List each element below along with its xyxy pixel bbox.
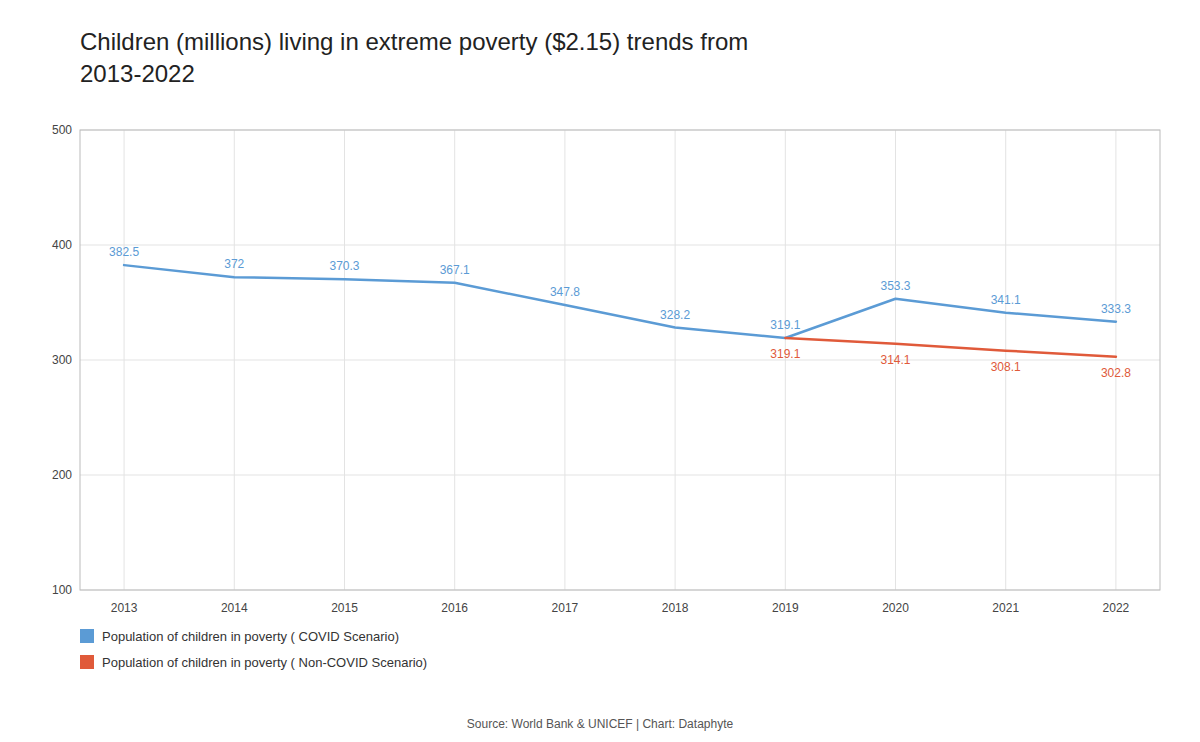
- data-label: 372: [224, 257, 244, 271]
- grid: [80, 130, 1160, 590]
- legend-swatch: [80, 655, 94, 669]
- grid-line: [344, 130, 345, 590]
- grid-line: [234, 130, 235, 590]
- x-tick-label: 2016: [441, 601, 468, 615]
- data-label: 308.1: [991, 360, 1021, 374]
- data-label: 328.2: [660, 308, 690, 322]
- legend-label: Population of children in poverty ( Non-…: [102, 655, 427, 670]
- y-tick-label: 100: [52, 583, 72, 597]
- grid-line: [124, 130, 125, 590]
- data-label: 367.1: [440, 263, 470, 277]
- x-tick-label: 2014: [221, 601, 248, 615]
- x-tick-label: 2015: [331, 601, 358, 615]
- data-label: 314.1: [880, 353, 910, 367]
- data-label: 319.1: [770, 318, 800, 332]
- y-tick-label: 400: [52, 238, 72, 252]
- data-label: 353.3: [880, 279, 910, 293]
- plot-frame: [80, 130, 1160, 590]
- x-tick-label: 2018: [662, 601, 689, 615]
- x-tick-label: 2022: [1103, 601, 1130, 615]
- grid-line: [454, 130, 455, 590]
- y-tick-label: 200: [52, 468, 72, 482]
- grid-line: [80, 245, 1160, 246]
- data-labels: 382.5 372 370.3 367.1 347.8 328.2 319.1 353.3 34…: [109, 245, 1131, 380]
- data-label: 347.8: [550, 285, 580, 299]
- data-label: 341.1: [991, 293, 1021, 307]
- series-line: [785, 338, 1116, 357]
- y-tick-label: 300: [52, 353, 72, 367]
- data-label: 333.3: [1101, 302, 1131, 316]
- x-tick-label: 2020: [882, 601, 909, 615]
- grid-line: [80, 475, 1160, 476]
- legend: Population of children in poverty ( COVI…: [80, 629, 427, 670]
- title: 2013-2022: [80, 60, 195, 87]
- x-tick-label: 2017: [552, 601, 579, 615]
- legend-label: Population of children in poverty ( COVI…: [102, 629, 399, 644]
- source: Source: World Bank & UNICEF | Chart: Dat…: [467, 717, 734, 731]
- chart: Children (millions) living in extreme po…: [0, 0, 1200, 742]
- title: Children (millions) living in extreme po…: [80, 28, 748, 55]
- series-line: [124, 265, 1116, 338]
- data-label: 302.8: [1101, 366, 1131, 380]
- y-tick-label: 500: [52, 123, 72, 137]
- x-tick-label: 2019: [772, 601, 799, 615]
- data-label: 319.1: [770, 347, 800, 361]
- lines: [124, 265, 1116, 357]
- grid-line: [1115, 130, 1116, 590]
- data-label: 370.3: [329, 259, 359, 273]
- grid-line: [564, 130, 565, 590]
- x-tick-label: 2013: [111, 601, 138, 615]
- grid-line: [675, 130, 676, 590]
- data-label: 382.5: [109, 245, 139, 259]
- legend-swatch: [80, 629, 94, 643]
- x-tick-label: 2021: [992, 601, 1019, 615]
